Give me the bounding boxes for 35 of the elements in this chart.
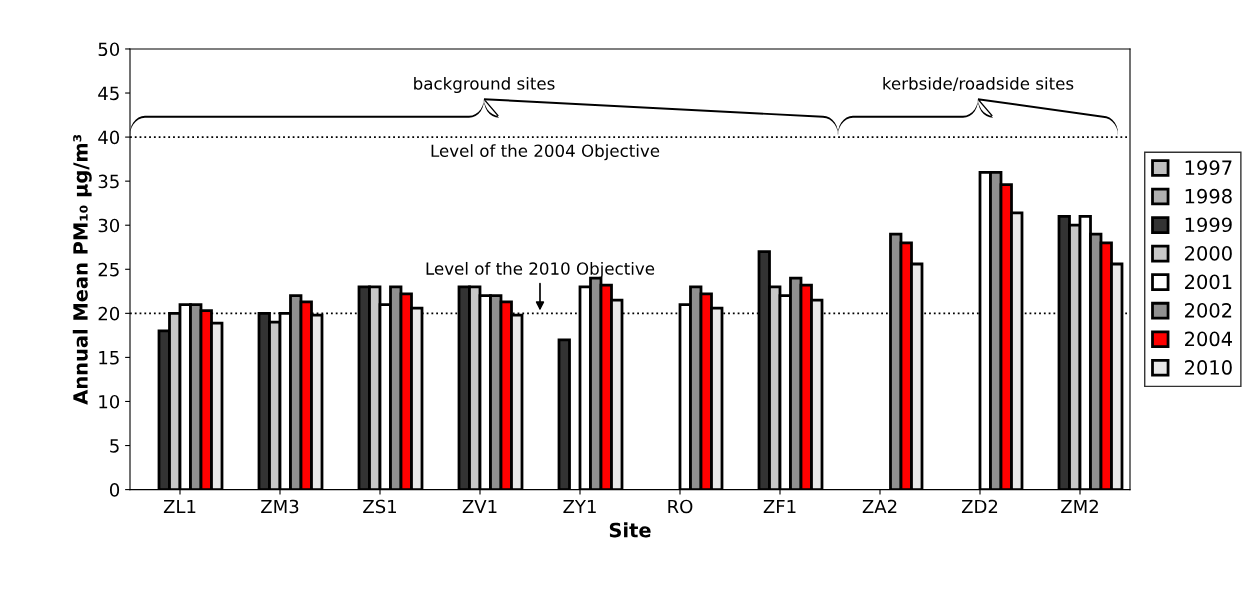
y-tick-label: 5 <box>110 439 119 453</box>
y-tick-label: 20 <box>98 306 120 321</box>
x-tick-label: ZA2 <box>862 499 897 514</box>
x-axis-title: Site <box>609 522 651 538</box>
ref-line-label: Level of the 2004 Objective <box>431 144 660 161</box>
legend-label: 1998 <box>1185 188 1232 204</box>
y-axis-title: Annual Mean PM₁₀ µg/m³ <box>72 134 92 405</box>
legend-label: 2002 <box>1185 303 1232 318</box>
legend-label: 1999 <box>1185 217 1232 233</box>
annotation: kerbside/roadside sites <box>883 76 1074 92</box>
y-tick-label: 40 <box>98 130 120 145</box>
legend-label: 1997 <box>1185 160 1232 176</box>
legend-label: 2001 <box>1185 274 1232 290</box>
y-tick-label: 10 <box>99 394 120 409</box>
x-tick-label: ZD2 <box>961 499 998 514</box>
y-tick-label: 35 <box>98 174 119 189</box>
y-tick-label: 30 <box>98 218 120 233</box>
legend-label: 2004 <box>1185 331 1233 347</box>
annotation: background sites <box>414 76 555 94</box>
x-tick-label: ZS1 <box>363 499 396 514</box>
x-tick-label: ZF1 <box>763 499 796 514</box>
ref-line-label: Level of the 2010 Objective <box>426 261 655 279</box>
x-tick-label: ZY1 <box>563 499 596 514</box>
y-tick-label: 50 <box>98 42 120 57</box>
x-tick-label: ZM2 <box>1061 499 1098 514</box>
x-tick-label: ZM3 <box>261 499 299 514</box>
legend-label: 2000 <box>1185 245 1232 261</box>
legend-label: 2010 <box>1185 360 1232 375</box>
x-tick-label: ZL1 <box>163 499 196 514</box>
x-tick-label: RO <box>668 499 693 514</box>
y-tick-label: 0 <box>109 483 120 497</box>
x-tick-label: ZV1 <box>462 499 497 514</box>
y-tick-label: 45 <box>98 86 119 101</box>
y-tick-label: 15 <box>99 351 119 365</box>
y-tick-label: 25 <box>98 262 119 277</box>
